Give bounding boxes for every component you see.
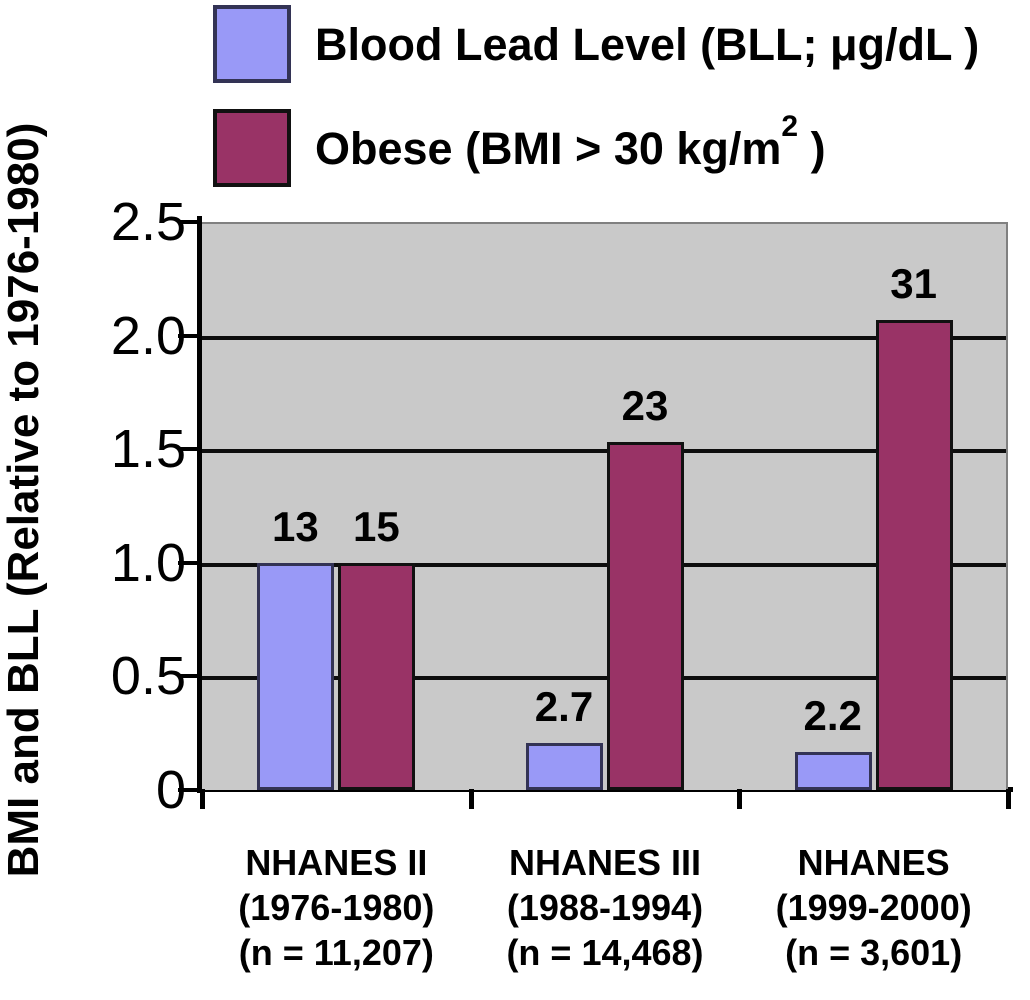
legend-label-bll: Blood Lead Level (BLL; μg/dL ) bbox=[315, 18, 979, 71]
bar-value-label: 2.7 bbox=[534, 682, 594, 730]
legend-label-bll-text: Blood Lead Level (BLL; μg/dL ) bbox=[315, 18, 980, 70]
legend-item-obese: Obese (BMI > 30 kg/m2 ) bbox=[213, 108, 979, 188]
y-tick-label: 1.0 bbox=[110, 532, 186, 593]
gridline bbox=[202, 676, 1006, 681]
x-axis-category-label: NHANES (1999-2000) (n = 3,601) bbox=[719, 840, 1029, 975]
y-tick-mark bbox=[178, 220, 202, 224]
y-tick-mark bbox=[178, 447, 202, 452]
legend-label-obese-sup: 2 bbox=[781, 109, 799, 143]
bar-value-label: 13 bbox=[271, 502, 319, 550]
y-tick-label: 0.5 bbox=[110, 646, 186, 707]
legend-label-obese-text: Obese (BMI > 30 kg/m bbox=[315, 122, 782, 174]
x-axis-category-line: (n = 3,601) bbox=[785, 932, 963, 973]
bar-value-label: 31 bbox=[890, 260, 938, 308]
gridline bbox=[202, 449, 1006, 454]
bar-bll bbox=[794, 751, 872, 790]
x-tick-mark bbox=[468, 789, 474, 809]
legend: Blood Lead Level (BLL; μg/dL ) Obese (BM… bbox=[213, 4, 979, 212]
x-tick-mark bbox=[200, 789, 205, 809]
legend-label-obese: Obese (BMI > 30 kg/m2 ) bbox=[315, 110, 826, 175]
x-axis-category-label: NHANES II (1976-1980) (n = 11,207) bbox=[181, 840, 491, 975]
bar-value-label: 23 bbox=[621, 381, 669, 429]
x-axis-category-line: (1976-1980) bbox=[238, 887, 435, 928]
y-tick-mark bbox=[178, 560, 202, 565]
bar-value-label: 15 bbox=[352, 502, 400, 550]
x-tick-mark bbox=[737, 789, 743, 809]
legend-swatch-bll-icon bbox=[213, 5, 291, 83]
y-tick-mark bbox=[178, 674, 202, 679]
plot-area: 13 15 2.7 23 2.2 31 bbox=[202, 222, 1008, 790]
x-axis-category-line: (1999-2000) bbox=[775, 887, 972, 928]
x-axis-category-line: (n = 14,468) bbox=[506, 932, 704, 973]
bar-obese bbox=[338, 562, 416, 790]
x-axis-category-line: (n = 11,207) bbox=[238, 932, 434, 973]
x-tick-mark bbox=[1006, 789, 1011, 809]
x-axis-category-line: NHANES II bbox=[245, 842, 428, 883]
y-tick-mark bbox=[178, 333, 202, 338]
y-tick-mark bbox=[178, 788, 202, 792]
x-axis-category-line: (1988-1994) bbox=[506, 887, 704, 928]
y-tick-label: 2.0 bbox=[110, 305, 186, 366]
legend-swatch-obese-icon bbox=[213, 109, 291, 187]
legend-label-obese-post: ) bbox=[798, 122, 826, 174]
bar-obese bbox=[607, 441, 684, 790]
gridline bbox=[202, 335, 1006, 340]
x-axis-category-line: NHANES bbox=[797, 842, 950, 883]
bar-value-label: 2.2 bbox=[803, 691, 862, 739]
x-axis-category-label: NHANES III (1988-1994) (n = 14,468) bbox=[450, 840, 760, 975]
y-axis-line bbox=[197, 216, 202, 793]
gridline bbox=[202, 562, 1006, 567]
legend-item-bll: Blood Lead Level (BLL; μg/dL ) bbox=[213, 4, 979, 84]
x-axis-category-line: NHANES III bbox=[508, 842, 702, 883]
bar-bll bbox=[257, 562, 335, 790]
y-tick-label: 1.5 bbox=[110, 419, 186, 480]
bar-bll bbox=[526, 742, 603, 790]
y-axis-title: BMI and BLL (Relative to 1976-1980) bbox=[0, 122, 48, 878]
y-tick-label: 2.5 bbox=[110, 192, 186, 252]
y-tick-label: 0 bbox=[155, 760, 186, 820]
bar-obese bbox=[875, 320, 953, 790]
